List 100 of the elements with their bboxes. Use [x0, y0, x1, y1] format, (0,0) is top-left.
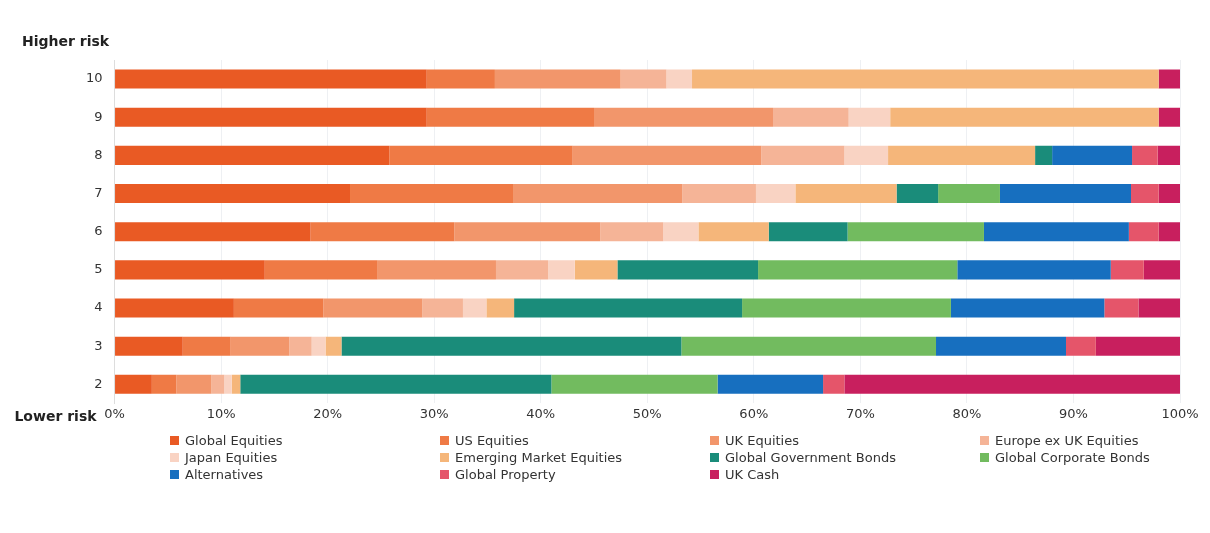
bar: [224, 374, 232, 394]
bar: [617, 260, 759, 280]
bar: [572, 145, 762, 165]
legend-label: Japan Equities: [185, 450, 278, 465]
bar: [551, 374, 718, 394]
x-tick-label: 80%: [952, 405, 982, 421]
legend-label: US Equities: [455, 433, 529, 448]
bar: [462, 298, 487, 318]
bar: [486, 298, 515, 318]
bar: [1157, 145, 1180, 165]
bar: [681, 336, 937, 356]
bar: [890, 107, 1159, 127]
x-tick-label: 60%: [739, 405, 769, 421]
bar: [758, 260, 958, 280]
bar: [795, 184, 897, 204]
bar: [1066, 336, 1096, 356]
bar: [1158, 69, 1180, 89]
bar: [115, 184, 351, 204]
bar: [848, 107, 891, 127]
text: Higher risk: [22, 32, 110, 49]
bar: [115, 298, 234, 318]
legend-label: Alternatives: [185, 467, 264, 482]
x-tick-label: 30%: [419, 405, 449, 421]
bar: [682, 184, 756, 204]
legend-label: UK Equities: [725, 433, 799, 448]
bar: [494, 69, 621, 89]
bar: [115, 69, 427, 89]
legend-label: Global Government Bonds: [725, 450, 896, 465]
bar: [823, 374, 845, 394]
bar: [1095, 336, 1180, 356]
y-tick-label: 7: [94, 184, 103, 200]
x-tick-label: 50%: [632, 405, 662, 421]
bar: [663, 222, 699, 242]
legend-label: Global Property: [455, 467, 556, 482]
y-tick-label: 6: [94, 223, 103, 239]
bar: [957, 260, 1111, 280]
bar: [426, 107, 594, 127]
bar: [844, 145, 889, 165]
bar: [325, 336, 342, 356]
y-tick-label: 2: [94, 375, 103, 391]
bar: [761, 145, 845, 165]
bar: [950, 298, 1105, 318]
bar: [1132, 145, 1158, 165]
bar: [666, 69, 693, 89]
bar: [513, 184, 683, 204]
bar: [742, 298, 951, 318]
x-tick-label: 100%: [1161, 405, 1199, 421]
bar: [115, 107, 427, 127]
x-tick-label: 0%: [104, 405, 125, 421]
bar: [350, 184, 514, 204]
legend-label: Global Corporate Bonds: [995, 450, 1150, 465]
bar: [182, 336, 231, 356]
bar: [1158, 222, 1180, 242]
bar: [311, 336, 326, 356]
bar: [1158, 184, 1180, 204]
bar: [151, 374, 177, 394]
bar: [1110, 260, 1144, 280]
bar: [1158, 107, 1180, 127]
bar: [773, 107, 849, 127]
y-tick-label: 5: [94, 261, 103, 277]
bar: [176, 374, 212, 394]
x-tick-label: 90%: [1059, 405, 1088, 421]
bar: [620, 69, 667, 89]
bar: [341, 336, 682, 356]
bar: [594, 107, 773, 127]
y-tick-label: 4: [94, 299, 103, 315]
y-tick-label: 8: [94, 146, 103, 162]
bar: [1104, 298, 1139, 318]
bar: [115, 336, 183, 356]
legend-label: Europe ex UK Equities: [995, 433, 1139, 448]
bar: [844, 374, 1180, 394]
bar: [389, 145, 573, 165]
bar: [548, 260, 575, 280]
legend-label: UK Cash: [725, 467, 780, 482]
bar: [1130, 184, 1159, 204]
bar: [454, 222, 601, 242]
bar: [1035, 145, 1053, 165]
bar: [692, 69, 1159, 89]
bar: [495, 260, 549, 280]
x-tick-label: 70%: [845, 405, 875, 421]
bar: [600, 222, 664, 242]
bar: [999, 184, 1131, 204]
bar: [1052, 145, 1133, 165]
bar: [231, 374, 241, 394]
y-tick-label: 3: [94, 337, 103, 353]
bar: [233, 298, 324, 318]
bar: [574, 260, 618, 280]
bar: [230, 336, 290, 356]
bar: [983, 222, 1129, 242]
bar: [115, 374, 152, 394]
bar: [514, 298, 743, 318]
y-tick-label: 9: [94, 108, 103, 124]
bar: [422, 298, 463, 318]
bar: [289, 336, 312, 356]
bar: [310, 222, 455, 242]
x-tick-label: 20%: [313, 405, 343, 421]
bar: [847, 222, 984, 242]
bar: [115, 260, 265, 280]
bar: [1138, 298, 1180, 318]
bar: [426, 69, 495, 89]
